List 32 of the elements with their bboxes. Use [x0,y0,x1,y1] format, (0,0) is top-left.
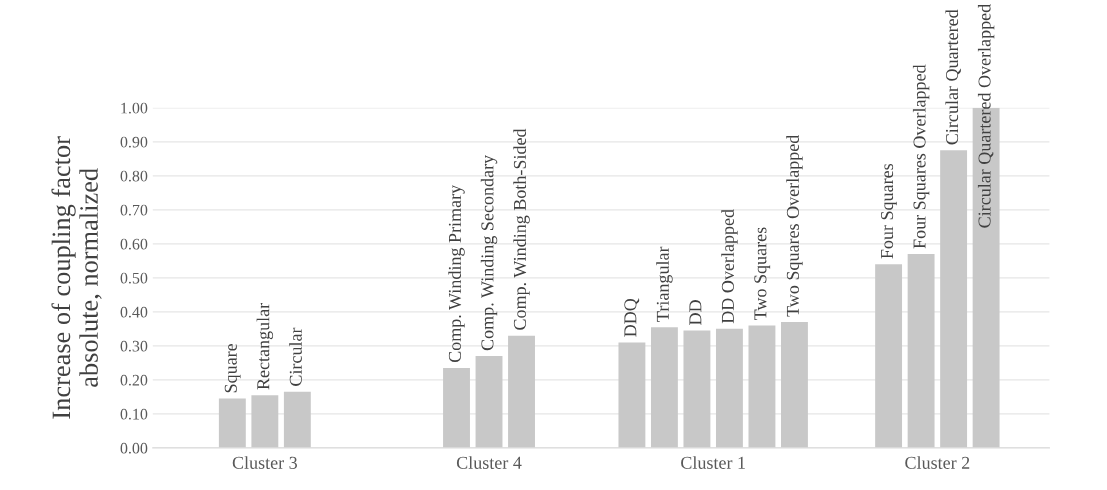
y-tick-label: 1.00 [121,102,148,114]
text: Circular Quartered [945,9,961,145]
text: DDQ [624,298,640,337]
series-label: Circular Quartered Overlapped [977,4,995,228]
y-tick-label: 0.50 [120,272,148,284]
y-tick-label: 0.60 [120,238,148,250]
x-tick-label: Cluster 1 [681,456,745,469]
y-tick-label: 0.00 [120,442,148,454]
y-tick-label: 0.40 [120,306,148,318]
x-tick-label: Cluster 2 [905,456,970,469]
text: Four Squares Overlapped [912,64,930,249]
y-tick-label: 0.80 [120,170,148,182]
text: Rectangular [256,302,274,390]
text: Comp. Winding Secondary [480,154,498,351]
x-tick-label: Cluster 3 [232,456,297,469]
text: Circular [289,327,302,386]
text: Square [224,343,241,393]
x-tick-label: Cluster 4 [456,456,522,469]
text: Two Squares Overlapped [786,134,803,317]
text: Two Squares [754,227,771,321]
text: Comp. Winding Primary [448,184,465,363]
text: Triangular [656,246,673,322]
text: DD [689,300,702,325]
y-tick-label: 0.90 [120,136,148,148]
text: DD Overlapped [721,209,738,324]
y-tick-label: 0.70 [120,204,148,216]
y-tick-label: 0.20 [120,374,148,386]
text: Four Squares [880,163,897,259]
y-tick-label: 0.10 [120,408,148,420]
text: Comp. Winding Both-Sided [513,128,530,330]
y-tick-label: 0.30 [120,340,148,352]
y-axis-title: Increase of coupling factor absolute, normalized [51,136,102,419]
